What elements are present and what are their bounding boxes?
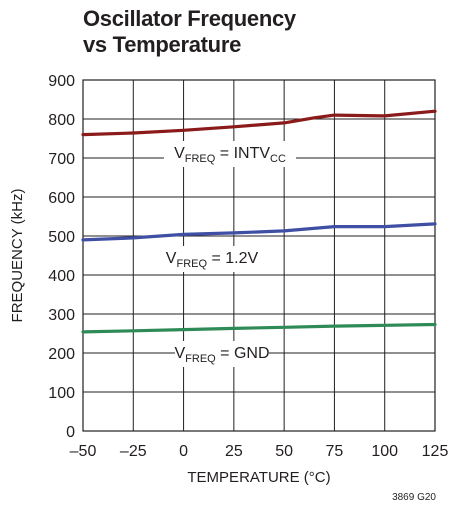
- series-label-background: [164, 141, 296, 167]
- y-tick-label: 900: [48, 73, 75, 90]
- x-tick-label: –25: [120, 443, 147, 460]
- series-label-var: V: [174, 145, 185, 162]
- series-label-3: VFREQ = GND: [174, 345, 269, 365]
- y-tick-label: 100: [48, 385, 75, 402]
- y-tick-label: 400: [48, 268, 75, 285]
- series-label-value: = GND: [216, 345, 270, 362]
- series-line-2: [81, 222, 437, 242]
- x-tick-label: 50: [275, 443, 293, 460]
- plot-frame: [82, 79, 436, 432]
- x-axis-label: TEMPERATURE (°C): [187, 469, 330, 486]
- series-label-2: VFREQ = 1.2V: [166, 250, 259, 270]
- series-label-var: V: [166, 250, 177, 267]
- chart-title: Oscillator Frequency vs Temperature: [83, 6, 296, 58]
- x-tick-label: 100: [371, 443, 398, 460]
- series-label-subscript: FREQ: [185, 153, 216, 165]
- series-label-1: VFREQ = INTVCC: [174, 145, 286, 165]
- x-tick-label: 25: [225, 443, 243, 460]
- y-axis-label: FREQUENCY (kHz): [9, 189, 26, 323]
- series-label-background: [166, 246, 258, 272]
- series-label-subscript: FREQ: [185, 353, 216, 365]
- y-tick-label: 600: [48, 190, 75, 207]
- y-tick-label: 300: [48, 307, 75, 324]
- chart-title-line1: Oscillator Frequency: [83, 6, 296, 31]
- chart-tick-labels: –50 –25 0 25 50 75 100 125 0 100 200 300 400 500 600 70…: [48, 73, 448, 460]
- x-tick-label: 75: [326, 443, 344, 460]
- y-tick-label: 500: [48, 229, 75, 246]
- x-tick-label: –50: [70, 443, 97, 460]
- series-label-value-subscript: CC: [270, 153, 286, 165]
- y-tick-label: 200: [48, 346, 75, 363]
- series-line-3: [81, 322, 437, 334]
- series-line-1: [81, 109, 437, 137]
- figure-code: 3869 G20: [392, 492, 436, 503]
- x-tick-label: 0: [179, 443, 188, 460]
- series-label-background: [175, 341, 269, 367]
- y-tick-label: 700: [48, 151, 75, 168]
- chart-grid: [82, 79, 436, 432]
- series-label-subscript: FREQ: [176, 258, 207, 270]
- series-label-value: = INTV: [215, 145, 270, 162]
- series-label-value: = 1.2V: [207, 250, 258, 267]
- series-label-var: V: [174, 345, 185, 362]
- y-tick-label: 800: [48, 112, 75, 129]
- x-tick-label: 125: [422, 443, 449, 460]
- y-tick-label: 0: [66, 424, 75, 441]
- chart-series: [81, 109, 437, 334]
- chart-title-line2: vs Temperature: [83, 32, 242, 57]
